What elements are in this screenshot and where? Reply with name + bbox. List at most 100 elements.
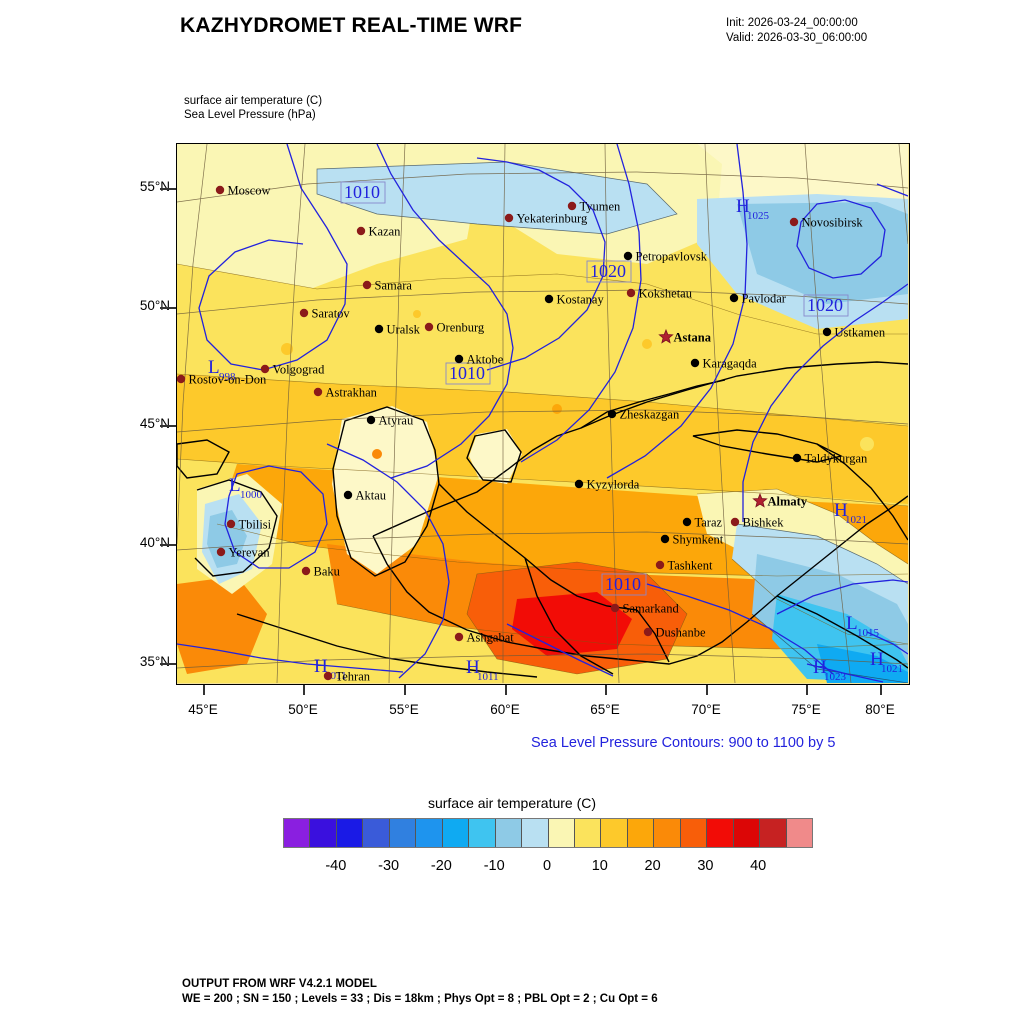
city-dot-icon	[323, 671, 333, 681]
city-marker[interactable]: Aktau	[343, 489, 387, 503]
colorbar-cell	[733, 819, 761, 847]
city-label: Atyrau	[379, 414, 414, 428]
city-marker[interactable]: Zheskazgan	[607, 408, 680, 422]
city-marker[interactable]: Astrakhan	[313, 386, 378, 400]
city-marker[interactable]: Orenburg	[424, 321, 485, 335]
lon-tick-mark	[706, 685, 708, 695]
pressure-label-group: 1010 1020 1020 1010 1010	[340, 181, 849, 596]
city-label: Yekaterinburg	[517, 212, 588, 226]
city-marker[interactable]: Kostanay	[544, 293, 605, 307]
city-label: Saratov	[312, 307, 351, 321]
pressure-contour-label: 1010	[601, 573, 647, 596]
pressure-contour-label: 1010	[340, 181, 386, 204]
city-marker[interactable]: Bishkek	[730, 516, 784, 530]
colorbar-tick-labels: -40 -30 -20 -10 0 10 20 30 40	[283, 858, 811, 880]
city-dot-icon	[623, 251, 633, 261]
city-marker[interactable]: Tbilisi	[226, 518, 272, 532]
city-marker[interactable]: Yerevan	[216, 546, 271, 560]
city-marker[interactable]: Ashgabat	[454, 631, 515, 645]
lon-tick-label: 70°E	[691, 702, 721, 717]
lon-tick-mark	[505, 685, 507, 695]
lat-tick-label: 55°N	[139, 179, 170, 194]
city-marker[interactable]: Kokshetau	[626, 287, 693, 301]
city-dot-icon	[610, 603, 620, 613]
svg-text:1011: 1011	[477, 671, 499, 683]
colorbar-cell	[707, 819, 734, 847]
city-marker[interactable]: Kyzylorda	[574, 478, 640, 492]
city-marker[interactable]: Dushanbe	[643, 626, 706, 640]
city-label: Uralsk	[387, 323, 421, 337]
city-marker[interactable]: Rostov-on-Don	[177, 373, 267, 387]
city-dot-icon	[366, 415, 376, 425]
city-marker[interactable]: Tehran	[323, 670, 371, 684]
city-marker[interactable]: Taraz	[682, 516, 723, 530]
lat-tick-mark	[160, 425, 176, 427]
city-marker[interactable]: Shymkent	[660, 533, 724, 547]
colorbar-tick-label: 0	[542, 858, 552, 874]
city-marker[interactable]: Novosibirsk	[789, 216, 864, 230]
city-marker[interactable]: Tyumen	[567, 200, 621, 214]
city-marker[interactable]: Tashkent	[655, 559, 713, 573]
city-marker[interactable]: Pavlodar	[729, 292, 787, 306]
colorbar-tick-label: 20	[644, 858, 661, 874]
svg-text:1010: 1010	[449, 363, 485, 383]
city-marker[interactable]: Aktobe	[454, 353, 504, 367]
footer-model-line: OUTPUT FROM WRF V4.2.1 MODEL	[182, 978, 377, 990]
lon-tick-label: 65°E	[590, 702, 620, 717]
city-marker[interactable]: Volgograd	[260, 363, 325, 377]
svg-text:1025: 1025	[747, 210, 770, 222]
colorbar[interactable]	[283, 818, 813, 848]
city-marker[interactable]: Uralsk	[374, 323, 421, 337]
lat-tick-label: 40°N	[139, 535, 170, 550]
capital-star-icon	[658, 328, 674, 344]
city-marker[interactable]: Almaty	[752, 492, 808, 509]
svg-text:1023: 1023	[824, 671, 847, 683]
city-dot-icon	[260, 364, 270, 374]
svg-text:998: 998	[219, 371, 236, 383]
city-label: Ashgabat	[467, 631, 515, 645]
page-title: KAZHYDROMET REAL-TIME WRF	[180, 14, 523, 37]
pressure-contour-label: 1020	[803, 294, 849, 317]
city-marker[interactable]: Petropavlovsk	[623, 250, 708, 264]
colorbar-cell	[363, 819, 390, 847]
city-marker[interactable]: Baku	[301, 565, 341, 579]
city-label: Astrakhan	[326, 386, 378, 400]
city-marker[interactable]: Taldykurgan	[792, 452, 868, 466]
city-dot-icon	[655, 560, 665, 570]
colorbar-cell	[495, 819, 523, 847]
city-marker[interactable]: Samara	[362, 279, 413, 293]
city-dot-icon	[574, 479, 584, 489]
weather-map[interactable]: 1010 1020 1020 1010 1010 L 998 L 1000 H 1025 H 1021…	[176, 143, 910, 685]
city-dot-icon	[454, 354, 464, 364]
svg-text:1021: 1021	[845, 514, 867, 526]
city-marker[interactable]: Yekaterinburg	[504, 212, 588, 226]
colorbar-cell	[522, 819, 549, 847]
svg-text:1020: 1020	[807, 295, 843, 315]
city-marker[interactable]: Kazan	[356, 225, 401, 239]
city-label: Ustkamen	[835, 326, 886, 340]
city-dot-icon	[424, 322, 434, 332]
lon-tick-mark	[303, 685, 305, 695]
city-label: Astana	[674, 331, 712, 345]
city-marker[interactable]: Saratov	[299, 307, 351, 321]
city-dot-icon	[660, 534, 670, 544]
city-marker[interactable]: Samarkand	[610, 602, 680, 616]
colorbar-tick-label: 40	[750, 858, 767, 874]
colorbar-cell	[786, 819, 813, 847]
city-marker[interactable]: Atyrau	[366, 414, 414, 428]
lon-tick-label: 45°E	[188, 702, 218, 717]
city-label: Kokshetau	[639, 287, 693, 301]
city-dot-icon	[454, 632, 464, 642]
city-label: Samara	[375, 279, 413, 293]
city-marker[interactable]: Astana	[658, 328, 712, 345]
city-dot-icon	[643, 627, 653, 637]
svg-text:1000: 1000	[240, 489, 263, 501]
svg-text:L: L	[229, 475, 241, 496]
city-marker[interactable]: Karagaqda	[690, 357, 757, 371]
city-dot-icon	[226, 519, 236, 529]
city-marker[interactable]: Ustkamen	[822, 326, 886, 340]
city-dot-icon	[729, 293, 739, 303]
city-marker[interactable]: Moscow	[215, 184, 271, 198]
